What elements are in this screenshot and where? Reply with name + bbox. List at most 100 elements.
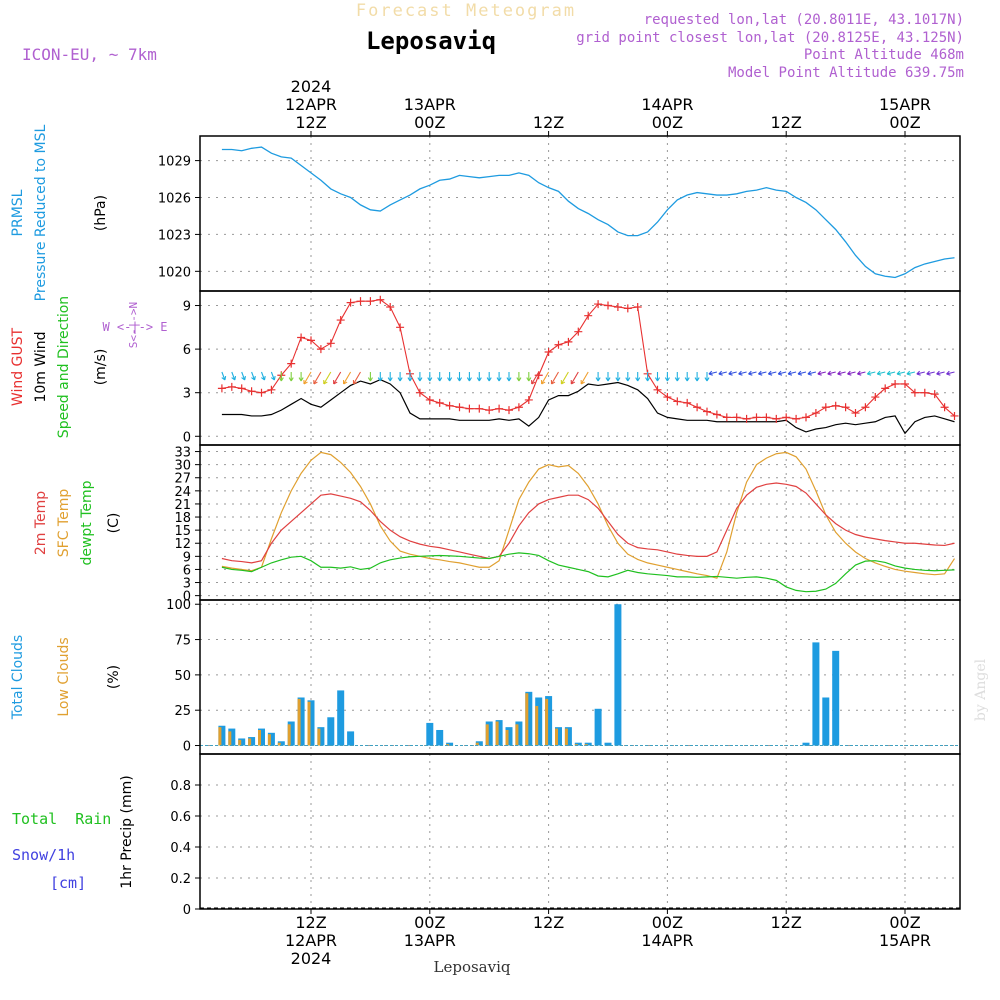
wind-direction-arrow bbox=[787, 370, 797, 376]
pressure-tick-label: 1023 bbox=[158, 228, 191, 243]
gust-marker bbox=[891, 379, 900, 388]
wind-direction-arrow bbox=[866, 370, 876, 376]
gust-marker bbox=[712, 410, 721, 419]
gust-marker bbox=[415, 388, 424, 397]
total-cloud-bar bbox=[307, 700, 315, 746]
wind-direction-arrow bbox=[664, 372, 670, 382]
wind-direction-arrow bbox=[936, 370, 945, 376]
temp-tick-label: 12 bbox=[174, 537, 191, 552]
temp-panel-frame bbox=[199, 444, 961, 601]
precip-axis-label: 1hr Precip (mm) bbox=[119, 775, 135, 888]
total-cloud-bar bbox=[822, 697, 830, 746]
wind-direction-arrow bbox=[323, 371, 332, 385]
total-cloud-bar bbox=[337, 690, 345, 746]
wind-direction-arrow bbox=[595, 372, 601, 382]
wind-direction-arrow bbox=[857, 370, 866, 376]
temp-tick-label: 0 bbox=[183, 590, 191, 605]
wind-direction-arrow bbox=[645, 372, 651, 382]
clouds-tick-label: 100 bbox=[166, 598, 191, 613]
wind-direction-arrow bbox=[417, 372, 423, 382]
model-label: ICON-EU, ~ 7km bbox=[22, 45, 157, 64]
wind-direction-arrow bbox=[886, 370, 896, 376]
total-cloud-bar bbox=[475, 741, 483, 746]
wind-direction-arrow bbox=[516, 372, 522, 382]
gust-marker bbox=[307, 336, 315, 345]
gust-marker bbox=[901, 379, 909, 388]
low-cloud-bar bbox=[277, 742, 281, 746]
wind-compass-we: W <-|-> E bbox=[102, 320, 167, 334]
total-cloud-bar bbox=[505, 727, 513, 746]
gust-marker bbox=[861, 403, 870, 412]
gust-marker bbox=[524, 395, 533, 404]
bottom-time-label: 00Z bbox=[652, 913, 683, 932]
grid-coords: grid point closest lon,lat (20.8125E, 43… bbox=[576, 30, 964, 46]
total-cloud-bar bbox=[267, 732, 275, 746]
gust-marker bbox=[722, 413, 731, 422]
wind-direction-arrow bbox=[767, 370, 777, 376]
wind-panel-frame bbox=[199, 290, 961, 446]
requested-coords: requested lon,lat (20.8011E, 43.1017N) bbox=[644, 12, 964, 28]
wind-direction-arrow bbox=[654, 372, 661, 382]
gust-marker bbox=[564, 337, 573, 346]
wind-direction-arrow bbox=[427, 372, 433, 382]
gust-marker bbox=[811, 409, 820, 418]
wind-direction-arrow bbox=[241, 371, 246, 381]
total-cloud-bar bbox=[584, 742, 592, 746]
gust-marker bbox=[514, 403, 523, 412]
dewpt-label: dewpt Temp bbox=[79, 480, 95, 565]
wind-direction-arrow bbox=[288, 372, 294, 382]
gust-marker bbox=[495, 404, 504, 413]
total-cloud-bar bbox=[485, 721, 493, 746]
bottom-time-label: 12Z bbox=[295, 913, 326, 932]
model-altitude: Model Point Altitude 639.75m bbox=[728, 65, 964, 81]
total-cloud-bar bbox=[832, 650, 840, 746]
gust-marker bbox=[871, 393, 880, 402]
wind-direction-arrow bbox=[397, 372, 403, 382]
bottom-time-label: 00Z bbox=[889, 913, 920, 932]
temp-tick-label: 30 bbox=[174, 459, 191, 474]
wind-direction-arrow bbox=[728, 370, 737, 376]
total-cloud-bar bbox=[446, 742, 454, 746]
snow-unit-label: [cm] bbox=[50, 874, 86, 892]
top-time-label: 12Z bbox=[295, 113, 326, 132]
gust-marker bbox=[485, 406, 494, 415]
top-time-label: 12Z bbox=[533, 113, 564, 132]
total-cloud-bar bbox=[297, 697, 305, 746]
gust-marker bbox=[247, 387, 256, 396]
axes: 1020102310261029036903691215182124273033… bbox=[158, 77, 931, 968]
pressure-line bbox=[221, 146, 955, 279]
wind-direction-arrow bbox=[221, 371, 227, 381]
wind-direction-arrow bbox=[704, 372, 710, 382]
total-cloud-bar bbox=[594, 708, 602, 746]
wind-direction-arrow bbox=[377, 372, 383, 382]
total-cloud-bar bbox=[436, 729, 444, 746]
top-time-label: 13APR bbox=[404, 95, 456, 114]
wind-direction-arrow bbox=[550, 371, 559, 385]
wind-direction-arrow bbox=[694, 372, 700, 382]
total-cloud-bar bbox=[238, 738, 246, 746]
gust-marker bbox=[841, 403, 850, 412]
clouds-tick-label: 25 bbox=[174, 704, 191, 719]
precip-tick-label: 0.2 bbox=[170, 872, 191, 887]
low-cloud-bar bbox=[574, 744, 578, 746]
gridlines bbox=[200, 136, 960, 910]
temp-tick-label: 24 bbox=[174, 485, 191, 500]
gust-marker bbox=[267, 385, 276, 394]
clouds-unit: (%) bbox=[106, 665, 122, 689]
wind-direction-arrow bbox=[251, 371, 256, 381]
low-cloud-bar bbox=[515, 724, 519, 746]
precip-panel-frame bbox=[199, 753, 961, 910]
wind-direction-arrow bbox=[447, 372, 453, 382]
temp-unit: (C) bbox=[106, 513, 122, 534]
pressure-label-1: PRMSL bbox=[10, 189, 26, 236]
gust-marker bbox=[802, 413, 810, 422]
wind-tick-label: 3 bbox=[183, 387, 191, 402]
gust-marker bbox=[653, 385, 662, 394]
total-cloud-bar bbox=[228, 728, 236, 746]
wind-tick-label: 9 bbox=[183, 300, 191, 315]
gust-marker bbox=[445, 401, 454, 410]
gust-label: Wind GUST bbox=[10, 327, 26, 406]
gust-marker bbox=[316, 345, 325, 354]
low-cloud-bar bbox=[505, 729, 509, 746]
